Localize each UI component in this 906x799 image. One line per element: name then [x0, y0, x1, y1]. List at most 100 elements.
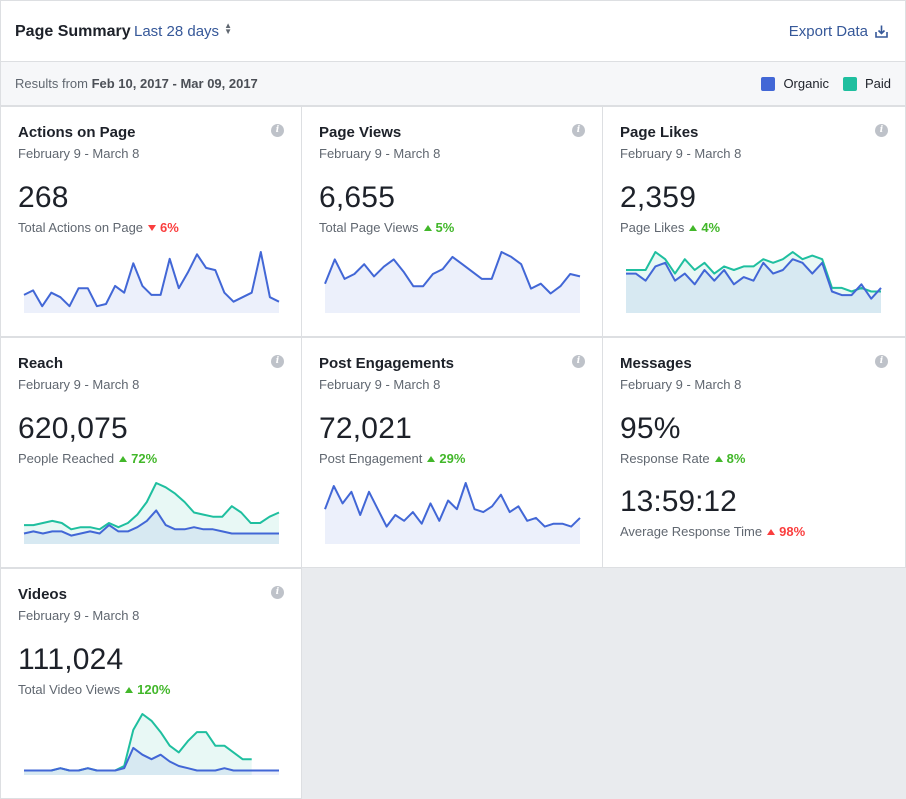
card-metric-label: Response Rate: [620, 451, 710, 466]
card-title: Videos: [18, 586, 67, 603]
chart-legend: Organic Paid: [747, 76, 891, 91]
change-value: 72%: [131, 451, 158, 466]
date-range-select[interactable]: Last 28 days ▲ ▼: [134, 21, 232, 41]
info-icon[interactable]: i: [572, 355, 585, 368]
up-triangle-red-icon: [767, 528, 776, 535]
organic-series-line: [324, 251, 581, 295]
card-metric-label: People Reached: [18, 451, 115, 466]
card-date-range: February 9 - March 8: [18, 608, 140, 623]
card-metric-row: Total Video Views 120%: [18, 682, 170, 697]
organic-series-area: [325, 483, 580, 544]
card-page-views[interactable]: Page Views February 9 - March 8 i 6,655 …: [301, 106, 603, 337]
info-icon[interactable]: i: [875, 355, 888, 368]
change-value-secondary: 98%: [779, 524, 806, 539]
legend-organic-label: Organic: [783, 76, 829, 91]
card-metric-row: Page Likes 4%: [620, 220, 720, 235]
organic-series-line: [24, 746, 279, 772]
card-messages[interactable]: Messages February 9 - March 8 i 95% Resp…: [602, 337, 906, 568]
change-indicator: 5%: [423, 220, 454, 235]
change-indicator: 6%: [148, 220, 179, 235]
change-indicator: 120%: [125, 682, 170, 697]
sparkline-chart: [626, 251, 882, 313]
paid-series-area: [24, 483, 279, 544]
sort-caret-icon: ▲ ▼: [224, 21, 232, 36]
results-range-text: Results from Feb 10, 2017 - Mar 09, 2017: [15, 76, 258, 91]
organic-series-area: [24, 510, 279, 544]
date-range-label: Last 28 days: [134, 23, 220, 40]
card-post-engagements[interactable]: Post Engagements February 9 - March 8 i …: [301, 337, 603, 568]
change-indicator: 72%: [119, 451, 157, 466]
card-value: 6,655: [319, 181, 396, 214]
change-indicator: 4%: [689, 220, 720, 235]
card-metric-row: Post Engagement 29%: [319, 451, 465, 466]
card-metric-row: Total Page Views 5%: [319, 220, 454, 235]
card-value: 268: [18, 181, 69, 214]
card-title: Messages: [620, 355, 692, 372]
up-triangle-icon: [125, 686, 134, 693]
up-triangle-icon: [689, 224, 698, 231]
change-value: 6%: [160, 220, 179, 235]
legend-organic: Organic: [761, 76, 829, 91]
card-page-likes[interactable]: Page Likes February 9 - March 8 i 2,359 …: [602, 106, 906, 337]
results-dates: Feb 10, 2017 - Mar 09, 2017: [91, 76, 258, 91]
card-date-range: February 9 - March 8: [620, 377, 742, 392]
card-value: 2,359: [620, 181, 697, 214]
change-value: 8%: [726, 451, 746, 466]
card-reach[interactable]: Reach February 9 - March 8 i 620,075 Peo…: [0, 337, 302, 568]
info-icon[interactable]: i: [875, 124, 888, 137]
organic-series-area: [325, 252, 580, 313]
info-icon[interactable]: i: [271, 355, 284, 368]
change-indicator-secondary: 98%: [767, 524, 805, 539]
card-metric-row: People Reached 72%: [18, 451, 157, 466]
sparkline-chart: [23, 251, 280, 313]
results-bar: Results from Feb 10, 2017 - Mar 09, 2017…: [0, 62, 906, 106]
change-value: 4%: [701, 220, 721, 235]
card-metric-label: Total Actions on Page: [18, 220, 144, 235]
download-icon: [875, 25, 888, 38]
card-actions-on-page[interactable]: Actions on Page February 9 - March 8 i 2…: [0, 106, 302, 337]
info-icon[interactable]: i: [271, 124, 284, 137]
export-data-label: Export Data: [788, 23, 868, 40]
export-data-button[interactable]: Export Data: [789, 23, 889, 40]
up-triangle-icon: [427, 455, 436, 462]
card-title: Page Views: [319, 124, 402, 141]
card-metric-label-secondary: Average Response Time: [620, 524, 763, 539]
organic-swatch: [761, 76, 776, 91]
paid-series-line: [24, 482, 280, 531]
up-triangle-icon: [119, 455, 128, 462]
card-date-range: February 9 - March 8: [18, 146, 140, 161]
card-value: 95%: [620, 412, 681, 445]
paid-swatch: [842, 76, 857, 91]
card-metric-label: Total Video Views: [18, 682, 121, 697]
organic-series-area: [24, 252, 279, 313]
organic-series-area: [626, 259, 881, 313]
card-metric-row: Total Actions on Page 6%: [18, 220, 179, 235]
info-icon[interactable]: i: [572, 124, 585, 137]
card-metric-label: Total Page Views: [319, 220, 419, 235]
sparkline-chart: [24, 713, 279, 775]
card-metric-label: Post Engagement: [319, 451, 423, 466]
card-title: Page Likes: [620, 124, 699, 141]
change-value: 29%: [439, 451, 466, 466]
change-indicator: 8%: [714, 451, 746, 466]
card-metric-row: Response Rate 8%: [620, 451, 745, 466]
sparkline-chart: [23, 482, 280, 544]
paid-series-area: [24, 714, 252, 775]
empty-grid-area: [302, 568, 906, 799]
card-value: 111,024: [18, 643, 124, 676]
up-triangle-icon: [423, 224, 432, 231]
card-date-range: February 9 - March 8: [319, 146, 441, 161]
change-value: 120%: [137, 682, 171, 697]
card-videos[interactable]: Videos February 9 - March 8 i 111,024 To…: [0, 568, 302, 799]
card-value: 72,021: [319, 412, 412, 445]
card-date-range: February 9 - March 8: [620, 146, 742, 161]
sparkline-chart: [324, 482, 581, 544]
sparkline-chart: [324, 251, 581, 313]
results-prefix: Results from: [15, 76, 92, 91]
info-icon[interactable]: i: [271, 586, 284, 599]
card-value-secondary: 13:59:12: [620, 485, 737, 518]
card-title: Actions on Page: [18, 124, 136, 141]
up-triangle-icon: [714, 455, 723, 462]
card-value: 620,075: [18, 412, 128, 445]
organic-series-line: [626, 258, 882, 300]
